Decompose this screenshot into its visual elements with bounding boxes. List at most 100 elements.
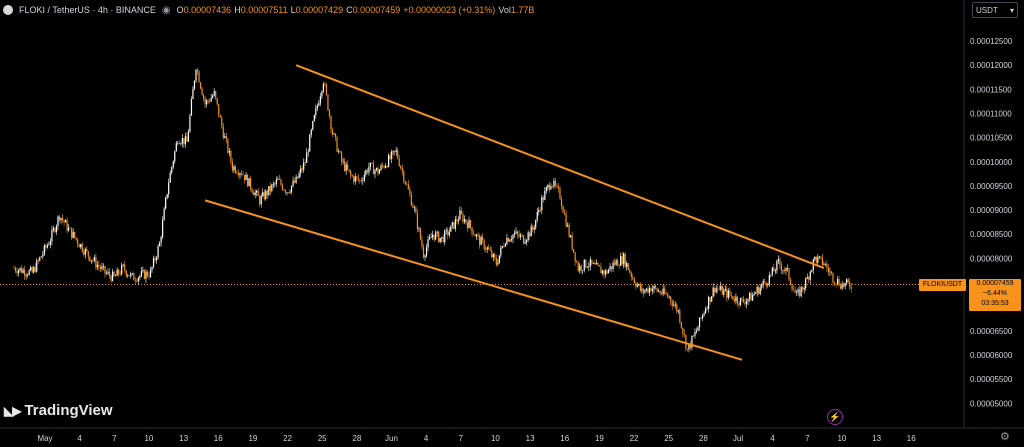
candle-body bbox=[724, 289, 726, 291]
candle-body bbox=[530, 226, 532, 237]
eye-icon[interactable]: ◉ bbox=[161, 4, 171, 16]
candle-body bbox=[216, 98, 218, 105]
candle-body bbox=[72, 231, 74, 238]
candle-body bbox=[354, 176, 356, 182]
lightning-icon[interactable]: ⚡ bbox=[827, 409, 843, 425]
candle-body bbox=[662, 288, 664, 295]
candle-body bbox=[333, 133, 335, 135]
candle-body bbox=[497, 263, 499, 265]
candle-body bbox=[298, 173, 300, 179]
candle-body bbox=[421, 239, 423, 248]
candle-body bbox=[691, 335, 693, 348]
candle-body bbox=[37, 260, 39, 261]
tradingview-logo[interactable]: ◣▶ TradingView bbox=[4, 402, 113, 419]
candle-body bbox=[207, 100, 209, 101]
x-tick-label: 22 bbox=[283, 434, 292, 443]
candle-body bbox=[366, 170, 368, 173]
candle-body bbox=[168, 182, 170, 195]
candle-body bbox=[293, 180, 296, 183]
candle-body bbox=[210, 97, 212, 102]
candle-body bbox=[66, 220, 68, 231]
candle-body bbox=[375, 167, 378, 171]
candle-body bbox=[711, 296, 713, 302]
candle-body bbox=[759, 287, 761, 294]
candle-body bbox=[435, 232, 437, 240]
candle-body bbox=[345, 164, 347, 171]
candle-body bbox=[69, 227, 71, 229]
candle-body bbox=[755, 292, 757, 294]
candle-body bbox=[557, 186, 560, 189]
candle-body bbox=[559, 188, 561, 199]
candle-body bbox=[839, 285, 842, 289]
x-tick-label: 22 bbox=[630, 434, 639, 443]
candle-body bbox=[78, 244, 80, 248]
candle-body bbox=[54, 228, 56, 233]
x-tick-label: 10 bbox=[491, 434, 500, 443]
candle-body bbox=[231, 161, 233, 171]
candle-body bbox=[592, 263, 594, 264]
candle-body bbox=[31, 267, 33, 273]
candle-body bbox=[783, 270, 786, 272]
candle-body bbox=[392, 150, 394, 152]
candle-body bbox=[477, 234, 479, 236]
candle-body bbox=[394, 150, 396, 152]
candle-body bbox=[568, 224, 570, 237]
candle-body bbox=[832, 273, 834, 283]
candle-body bbox=[495, 257, 497, 265]
symbol-title[interactable]: FLOKI / TetherUS · 4h · BINANCE bbox=[19, 5, 156, 15]
gear-icon[interactable]: ⚙ bbox=[1000, 431, 1010, 443]
candle-body bbox=[266, 190, 268, 196]
candle-body bbox=[789, 279, 792, 285]
candle-body bbox=[365, 170, 367, 175]
candle-body bbox=[313, 115, 315, 122]
candle-body bbox=[183, 138, 185, 145]
candle-body bbox=[171, 166, 173, 173]
candle-body bbox=[721, 285, 723, 295]
candle-body bbox=[381, 165, 384, 167]
candle-body bbox=[820, 256, 822, 258]
candle-body bbox=[803, 288, 805, 290]
symbol-header: FLOKI / TetherUS · 4h · BINANCE ◉ O0.000… bbox=[0, 0, 534, 20]
candle-body bbox=[673, 304, 675, 306]
candle-body bbox=[448, 231, 450, 236]
x-tick-label: 7 bbox=[459, 434, 464, 443]
candle-body bbox=[324, 83, 326, 85]
x-tick-label: 4 bbox=[77, 434, 82, 443]
candle-body bbox=[372, 163, 375, 175]
candle-body bbox=[337, 151, 340, 152]
candle-body bbox=[398, 158, 400, 166]
candle-body bbox=[551, 185, 554, 187]
candle-body bbox=[57, 216, 59, 226]
candle-body bbox=[25, 275, 27, 276]
candle-body bbox=[491, 250, 493, 258]
symbol-price-tag: FLOKIUSDT bbox=[919, 279, 966, 291]
x-tick-label: 13 bbox=[526, 434, 535, 443]
candle-body bbox=[606, 270, 608, 274]
candle-body bbox=[389, 155, 391, 159]
y-tick-label: 0.00005500 bbox=[970, 375, 1013, 384]
candle-body bbox=[163, 208, 165, 221]
chevron-down-icon: ▾ bbox=[1009, 5, 1014, 15]
candle-body bbox=[792, 289, 795, 291]
candle-body bbox=[545, 187, 547, 192]
candle-body bbox=[442, 236, 444, 243]
candle-body bbox=[160, 237, 162, 243]
candle-body bbox=[692, 335, 695, 337]
candle-body bbox=[219, 115, 221, 118]
currency-unit-select[interactable]: USDT ▾ bbox=[972, 2, 1018, 18]
candle-body bbox=[756, 287, 758, 293]
candle-body bbox=[539, 210, 541, 211]
x-tick-label: Jun bbox=[385, 434, 398, 443]
candle-body bbox=[809, 271, 811, 280]
candle-body bbox=[81, 244, 83, 252]
candle-body bbox=[300, 168, 302, 174]
candle-body bbox=[74, 231, 76, 238]
candle-body bbox=[774, 270, 776, 272]
candle-body bbox=[510, 239, 513, 240]
candle-body bbox=[327, 94, 329, 111]
x-tick-label: 7 bbox=[112, 434, 117, 443]
candle-body bbox=[64, 220, 67, 223]
change-value: +0.00000023 (+0.31%) bbox=[403, 5, 496, 15]
price-change: −6.44% bbox=[983, 290, 1007, 297]
